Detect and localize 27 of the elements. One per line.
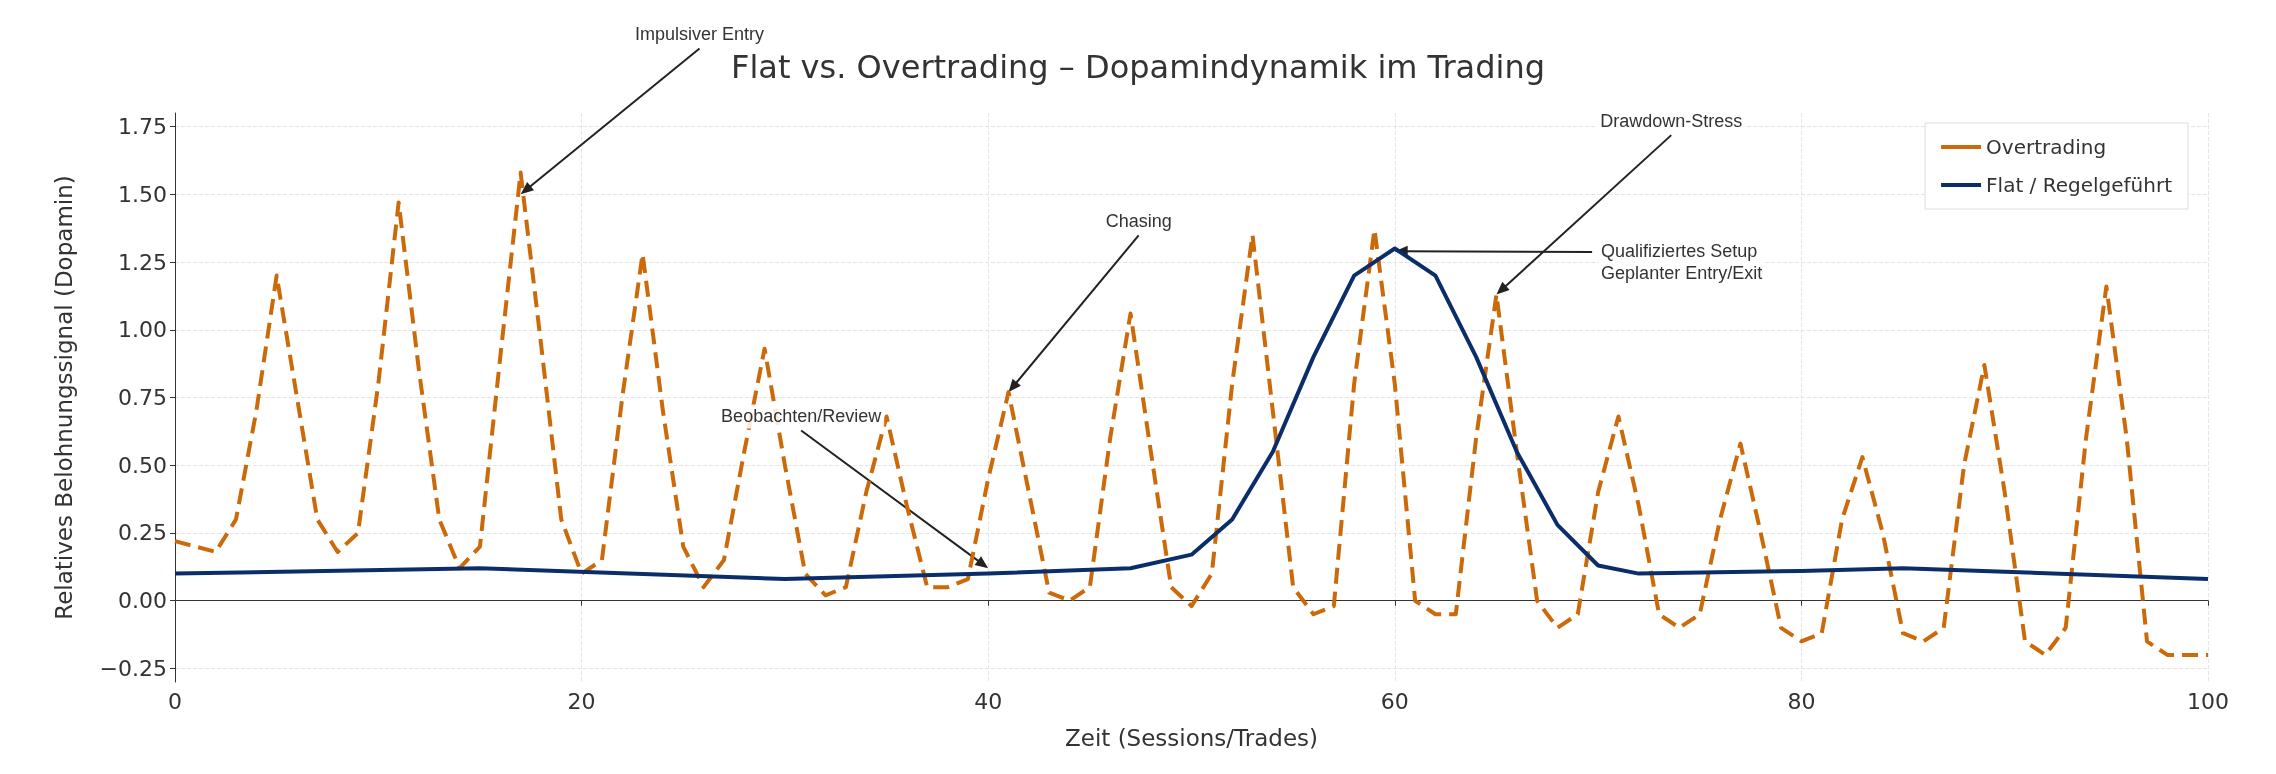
- y-tick-label: 0.25: [118, 520, 167, 546]
- y-tick-label: 1.00: [118, 317, 167, 343]
- x-axis-title: Zeit (Sessions/Trades): [1064, 724, 1319, 751]
- chart-title: Flat vs. Overtrading – Dopamindynamik im Trading: [730, 48, 1546, 86]
- legend-label: Overtrading: [1986, 135, 2107, 159]
- x-tick-label: 100: [2187, 688, 2229, 714]
- line-series: [173, 246, 2210, 582]
- x-tick-label: 20: [567, 688, 596, 714]
- y-tick-label: 1.25: [118, 249, 167, 275]
- x-tick-label: 40: [974, 688, 1003, 714]
- annotation: Drawdown-Stress: [1600, 111, 1743, 132]
- y-tick-label: 0.75: [118, 385, 167, 410]
- x-tick-label: 60: [1380, 688, 1409, 714]
- annotation: Chasing: [1105, 211, 1172, 232]
- line-series: [173, 170, 2210, 657]
- x-tick-label: 80: [1787, 688, 1816, 714]
- x-tick-label: 0: [168, 688, 182, 714]
- y-tick-label: 0.50: [118, 452, 167, 478]
- annotation: Impulsiver Entry: [634, 24, 765, 45]
- annotation: Beobachten/Review: [721, 406, 883, 427]
- y-tick-label: 1.50: [118, 181, 167, 207]
- y-tick-label: −0.25: [99, 655, 167, 681]
- legend-label: Flat / Regelgeführt: [1986, 173, 2173, 197]
- y-axis-title: Relatives Belohnungssignal (Dopamin): [50, 175, 77, 620]
- y-tick-label: 1.75: [118, 114, 167, 140]
- annotation: Qualifiziertes Setup Geplanter Entry/Exit: [1601, 241, 1763, 284]
- y-tick-label: 0.00: [118, 588, 167, 614]
